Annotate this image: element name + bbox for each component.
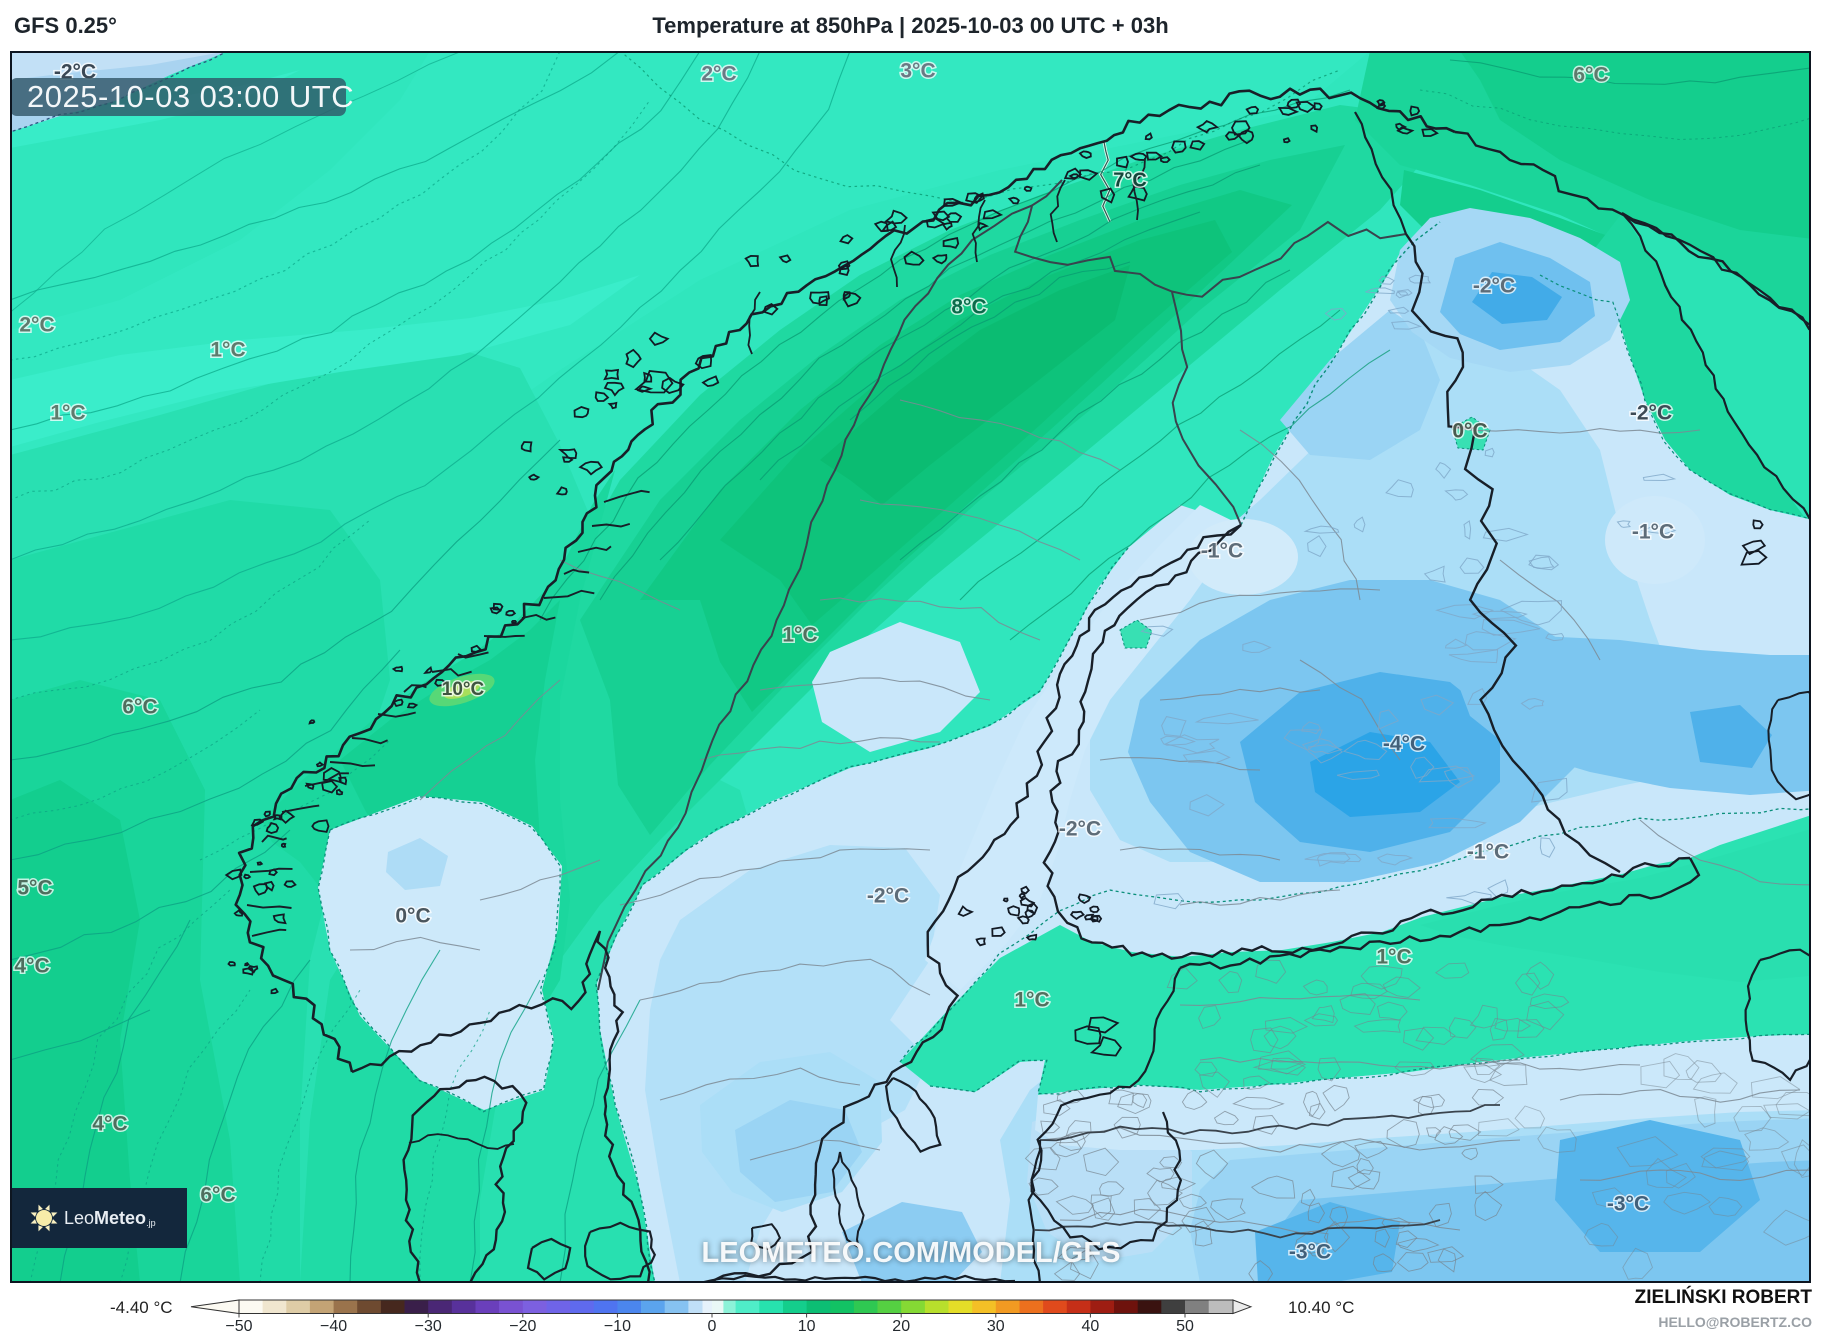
- svg-text:-3°C: -3°C: [1607, 1193, 1649, 1216]
- svg-text:5°C: 5°C: [17, 877, 52, 900]
- svg-text:10°C: 10°C: [442, 679, 485, 700]
- svg-text:HELLO@ROBERTZ.CO: HELLO@ROBERTZ.CO: [1658, 1314, 1812, 1330]
- svg-text:ZIELIŃSKI ROBERT: ZIELIŃSKI ROBERT: [1635, 1286, 1813, 1308]
- svg-text:1°C: 1°C: [50, 402, 85, 425]
- svg-text:6°C: 6°C: [1573, 64, 1608, 87]
- svg-text:LeoMeteo.jp: LeoMeteo.jp: [64, 1208, 156, 1229]
- svg-text:30: 30: [987, 1318, 1005, 1335]
- svg-text:-1°C: -1°C: [1201, 540, 1243, 563]
- svg-text:2°C: 2°C: [19, 314, 54, 337]
- svg-text:-4.40 °C: -4.40 °C: [110, 1298, 173, 1317]
- svg-text:0°C: 0°C: [1452, 420, 1487, 443]
- svg-text:7°C: 7°C: [1113, 169, 1147, 191]
- svg-text:-3°C: -3°C: [1289, 1241, 1331, 1264]
- svg-text:8°C: 8°C: [951, 296, 986, 319]
- svg-text:2025-10-03 03:00 UTC: 2025-10-03 03:00 UTC: [27, 79, 354, 114]
- svg-text:1°C: 1°C: [1376, 946, 1411, 969]
- svg-text:−50: −50: [225, 1318, 252, 1335]
- svg-text:−20: −20: [509, 1318, 536, 1335]
- svg-text:4°C: 4°C: [92, 1113, 127, 1136]
- svg-text:40: 40: [1082, 1318, 1100, 1335]
- svg-text:1°C: 1°C: [782, 624, 817, 647]
- svg-text:−10: −10: [604, 1318, 631, 1335]
- svg-text:-2°C: -2°C: [1630, 402, 1672, 425]
- svg-text:0°C: 0°C: [395, 905, 430, 928]
- svg-text:3°C: 3°C: [900, 60, 935, 83]
- svg-text:-1°C: -1°C: [1632, 521, 1674, 544]
- svg-text:10.40 °C: 10.40 °C: [1288, 1298, 1354, 1317]
- svg-text:-4°C: -4°C: [1383, 733, 1425, 756]
- svg-text:0: 0: [708, 1318, 717, 1335]
- svg-text:6°C: 6°C: [122, 696, 157, 719]
- svg-text:6°C: 6°C: [200, 1184, 235, 1207]
- svg-text:10: 10: [798, 1318, 816, 1335]
- svg-text:4°C: 4°C: [14, 955, 49, 978]
- svg-text:-2°C: -2°C: [1473, 275, 1515, 298]
- svg-text:-2°C: -2°C: [1059, 818, 1101, 841]
- svg-text:LEOMETEO.COM/MODEL/GFS: LEOMETEO.COM/MODEL/GFS: [702, 1237, 1121, 1269]
- svg-text:−30: −30: [415, 1318, 442, 1335]
- svg-text:-1°C: -1°C: [1467, 841, 1509, 864]
- svg-text:1°C: 1°C: [1014, 989, 1049, 1012]
- svg-text:-2°C: -2°C: [867, 885, 909, 908]
- svg-text:−40: −40: [320, 1318, 347, 1335]
- svg-text:2°C: 2°C: [701, 63, 736, 86]
- svg-text:20: 20: [892, 1318, 910, 1335]
- svg-text:50: 50: [1176, 1318, 1194, 1335]
- svg-text:1°C: 1°C: [210, 339, 245, 362]
